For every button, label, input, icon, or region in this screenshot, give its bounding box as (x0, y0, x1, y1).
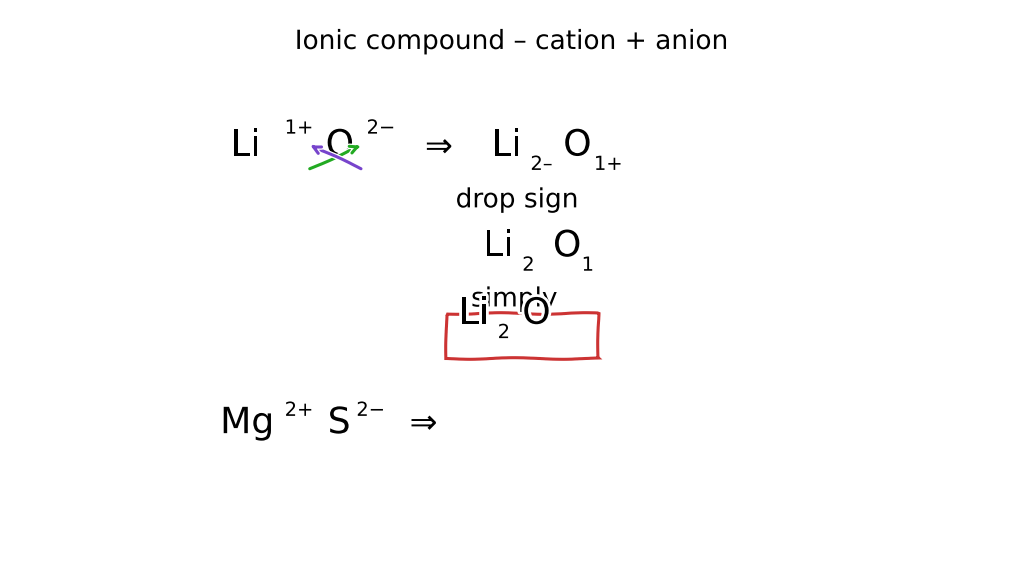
Text: 2: 2 (522, 256, 535, 275)
Text: Li: Li (492, 128, 521, 162)
Text: ⇒: ⇒ (410, 407, 437, 440)
Text: 2–: 2– (530, 155, 553, 174)
Text: O: O (553, 229, 582, 263)
Text: Mg: Mg (220, 406, 274, 440)
Text: 2+: 2+ (285, 401, 313, 420)
Text: S: S (328, 406, 350, 440)
Text: O: O (326, 128, 354, 162)
Text: Li: Li (230, 128, 260, 162)
Text: 1: 1 (582, 256, 594, 275)
Text: Ionic compound – cation + anion: Ionic compound – cation + anion (295, 29, 729, 55)
Bar (446, 313, 598, 358)
Text: 2−: 2− (356, 401, 385, 420)
Text: 1+: 1+ (285, 119, 313, 138)
Text: 1+: 1+ (594, 155, 623, 174)
Text: simply: simply (471, 286, 558, 312)
Text: O: O (522, 297, 551, 331)
Text: 2: 2 (498, 323, 510, 342)
Text: O: O (563, 128, 592, 162)
Text: Li: Li (459, 297, 488, 331)
Text: 2−: 2− (367, 119, 395, 138)
Text: ⇒: ⇒ (425, 131, 453, 164)
Text: drop sign: drop sign (456, 187, 579, 213)
Text: Li: Li (483, 229, 513, 263)
